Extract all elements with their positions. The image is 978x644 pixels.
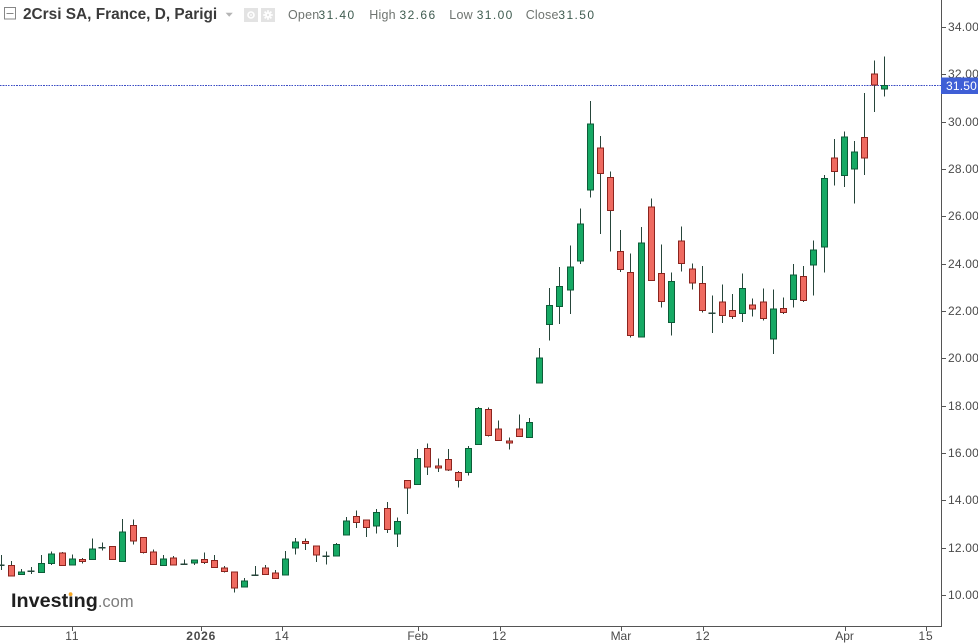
svg-text:11: 11 <box>65 629 79 643</box>
svg-text:31.00: 31.00 <box>477 8 514 22</box>
svg-text:12: 12 <box>696 629 711 643</box>
svg-text:15: 15 <box>919 629 934 643</box>
svg-text:12.00: 12.00 <box>948 541 978 555</box>
svg-text:14: 14 <box>275 629 290 643</box>
svg-text:2Crsi SA, France, D, Parigi: 2Crsi SA, France, D, Parigi <box>23 6 217 23</box>
svg-text:24.00: 24.00 <box>948 257 978 271</box>
svg-text:28.00: 28.00 <box>948 162 978 176</box>
svg-text:22.00: 22.00 <box>948 304 978 318</box>
svg-text:34.00: 34.00 <box>948 20 978 34</box>
svg-text:30.00: 30.00 <box>948 115 978 129</box>
svg-text:26.00: 26.00 <box>948 209 978 223</box>
svg-text:16.00: 16.00 <box>948 446 978 460</box>
svg-text:Low: Low <box>449 8 473 22</box>
svg-text:Open: Open <box>288 8 319 22</box>
svg-text:High: High <box>369 8 396 22</box>
svg-text:Feb: Feb <box>407 629 428 643</box>
svg-text:Apr: Apr <box>835 629 854 643</box>
svg-text:Mar: Mar <box>611 629 632 643</box>
svg-text:Investıng.com: Investıng.com <box>11 590 134 612</box>
svg-text:2026: 2026 <box>186 629 216 643</box>
svg-text:18.00: 18.00 <box>948 399 978 413</box>
svg-text:31.50: 31.50 <box>946 79 977 93</box>
svg-text:14.00: 14.00 <box>948 493 978 507</box>
svg-text:31.50: 31.50 <box>558 8 595 22</box>
svg-text:32.66: 32.66 <box>400 8 437 22</box>
svg-text:12: 12 <box>492 629 507 643</box>
svg-text:20.00: 20.00 <box>948 351 978 365</box>
svg-text:Close: Close <box>526 8 559 22</box>
svg-text:31.40: 31.40 <box>319 8 356 22</box>
svg-text:10.00: 10.00 <box>948 588 978 602</box>
